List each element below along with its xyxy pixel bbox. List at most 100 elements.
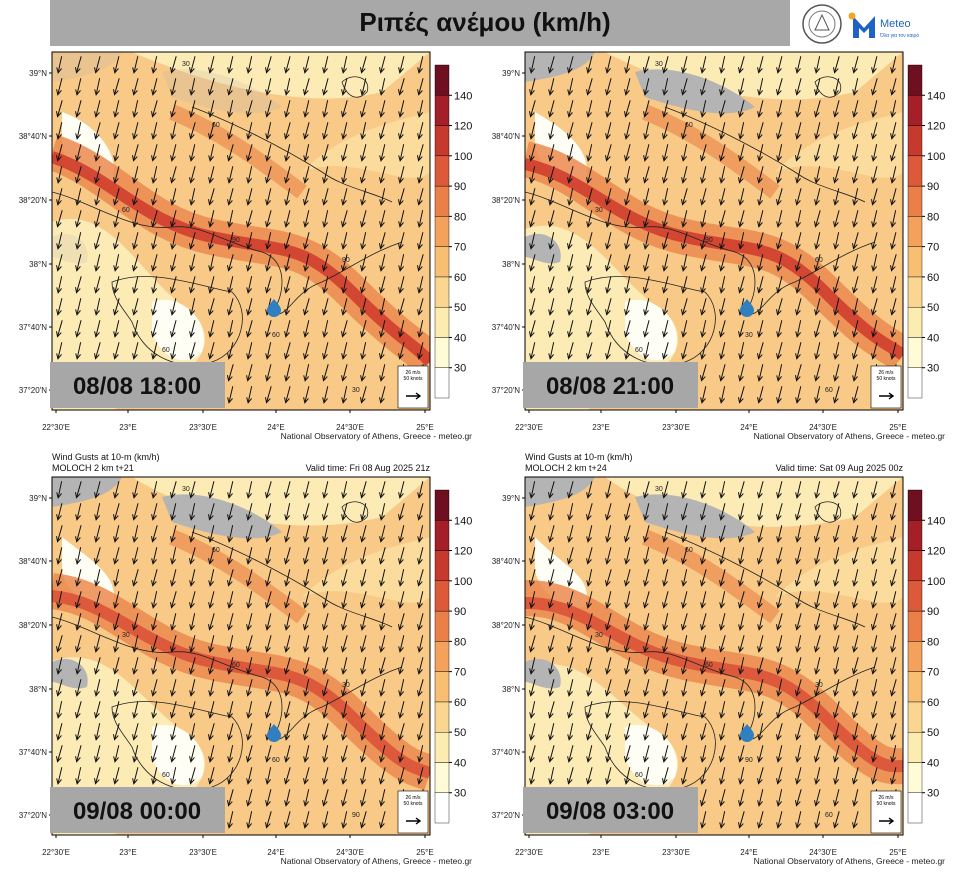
arrow-shaft	[815, 789, 821, 805]
arrow-head	[719, 243, 725, 250]
wind-arrow	[56, 342, 63, 360]
arrow-shaft	[361, 701, 367, 717]
arrow-shaft	[361, 657, 367, 673]
wind-arrow	[757, 100, 764, 118]
arrow-shaft	[853, 122, 859, 138]
arrow-head	[605, 668, 611, 675]
arrow-shaft	[606, 78, 612, 94]
wind-arrow	[208, 122, 215, 140]
arrow-shaft	[758, 525, 764, 541]
arrow-shaft	[190, 745, 196, 761]
wind-arrow	[379, 591, 386, 609]
arrow-shaft	[834, 166, 840, 182]
arrow-head	[852, 822, 858, 829]
arrow-shaft	[891, 188, 897, 204]
arrow-shaft	[228, 679, 234, 695]
arrow-shaft	[682, 254, 688, 270]
wind-arrow	[719, 701, 726, 719]
wind-arrow	[360, 56, 367, 74]
arrow-head	[284, 624, 291, 631]
arrow-head	[151, 536, 157, 543]
arrow-shaft	[133, 745, 139, 761]
arrow-head	[94, 778, 100, 785]
colorbar-label: 100	[927, 151, 945, 163]
wind-arrow	[189, 591, 196, 609]
arrow-head	[189, 492, 195, 499]
arrow-shaft	[114, 210, 120, 226]
wind-arrow	[265, 745, 272, 763]
arrow-shaft	[701, 811, 707, 827]
wind-arrow	[94, 144, 101, 162]
wind-arrow	[871, 679, 878, 697]
arrow-shaft	[739, 78, 745, 94]
wind-arrow	[814, 745, 821, 763]
arrow-head	[284, 778, 290, 785]
arrow-head	[681, 690, 688, 697]
arrow-head	[757, 580, 763, 587]
arrow-head	[132, 353, 138, 360]
wind-arrow	[548, 679, 555, 697]
arrow-head	[94, 602, 100, 609]
arrow-shaft	[95, 342, 101, 358]
wind-arrow	[322, 100, 329, 118]
wind-arrow	[189, 635, 196, 653]
wind-arrow	[417, 144, 424, 162]
arrow-shaft	[171, 591, 177, 607]
arrow-shaft	[418, 503, 424, 519]
arrow-shaft	[568, 56, 574, 72]
arrow-head	[132, 646, 139, 653]
arrow-head	[605, 199, 611, 206]
lat-label: 37°40'N	[492, 323, 521, 332]
wind-arrow	[113, 232, 120, 250]
wind-arrow	[265, 166, 272, 184]
arrow-shaft	[95, 767, 101, 783]
wind-arrow	[303, 78, 310, 96]
light-zone	[132, 52, 430, 99]
colorbar-segment	[434, 550, 450, 582]
time-label: 08/08 18:00	[73, 373, 201, 400]
wind-arrow	[417, 613, 424, 631]
arrow-head	[113, 514, 119, 521]
arrow-head	[113, 778, 119, 785]
arrow-head	[132, 558, 138, 565]
arrow-head	[56, 492, 63, 499]
arrow-head	[738, 89, 744, 96]
arrow-shaft	[95, 166, 101, 182]
arrow-head	[322, 265, 328, 272]
wind-arrow	[132, 320, 139, 338]
wind-arrow	[605, 613, 612, 631]
arrow-head	[890, 155, 896, 162]
arrow-shaft	[701, 166, 707, 182]
arrow-shaft	[190, 613, 196, 629]
arrow-head	[586, 309, 592, 316]
wind-arrow	[227, 547, 234, 565]
wind-arrow	[871, 569, 878, 587]
arrow-shaft	[682, 166, 688, 182]
wind-arrow	[246, 342, 253, 360]
arrow-shaft	[834, 569, 840, 585]
wind-arrow	[700, 745, 707, 763]
arrow-head	[398, 287, 404, 294]
arrow-shaft	[568, 745, 574, 761]
arrow-head	[529, 734, 535, 741]
wind-arrow	[360, 144, 367, 162]
wind-arrow	[132, 144, 139, 162]
wind-arrow	[852, 254, 859, 272]
arrow-head	[586, 331, 592, 338]
wind-arrow	[417, 210, 424, 228]
time-label: 09/08 00:00	[73, 798, 201, 825]
wind-arrow	[189, 503, 196, 521]
arrow-shaft	[872, 100, 878, 116]
arrow-head	[379, 536, 385, 543]
wind-arrow	[379, 298, 386, 316]
wind-arrow	[567, 591, 574, 609]
scale-arrow	[406, 392, 422, 400]
arrow-head	[719, 492, 726, 499]
wind-arrow	[417, 122, 424, 140]
wind-arrow	[284, 481, 291, 499]
arrow-head	[852, 536, 858, 543]
arrow-head	[284, 646, 290, 653]
arrow-head	[246, 331, 252, 338]
wind-arrow	[548, 298, 555, 316]
arrow-head	[719, 309, 725, 316]
